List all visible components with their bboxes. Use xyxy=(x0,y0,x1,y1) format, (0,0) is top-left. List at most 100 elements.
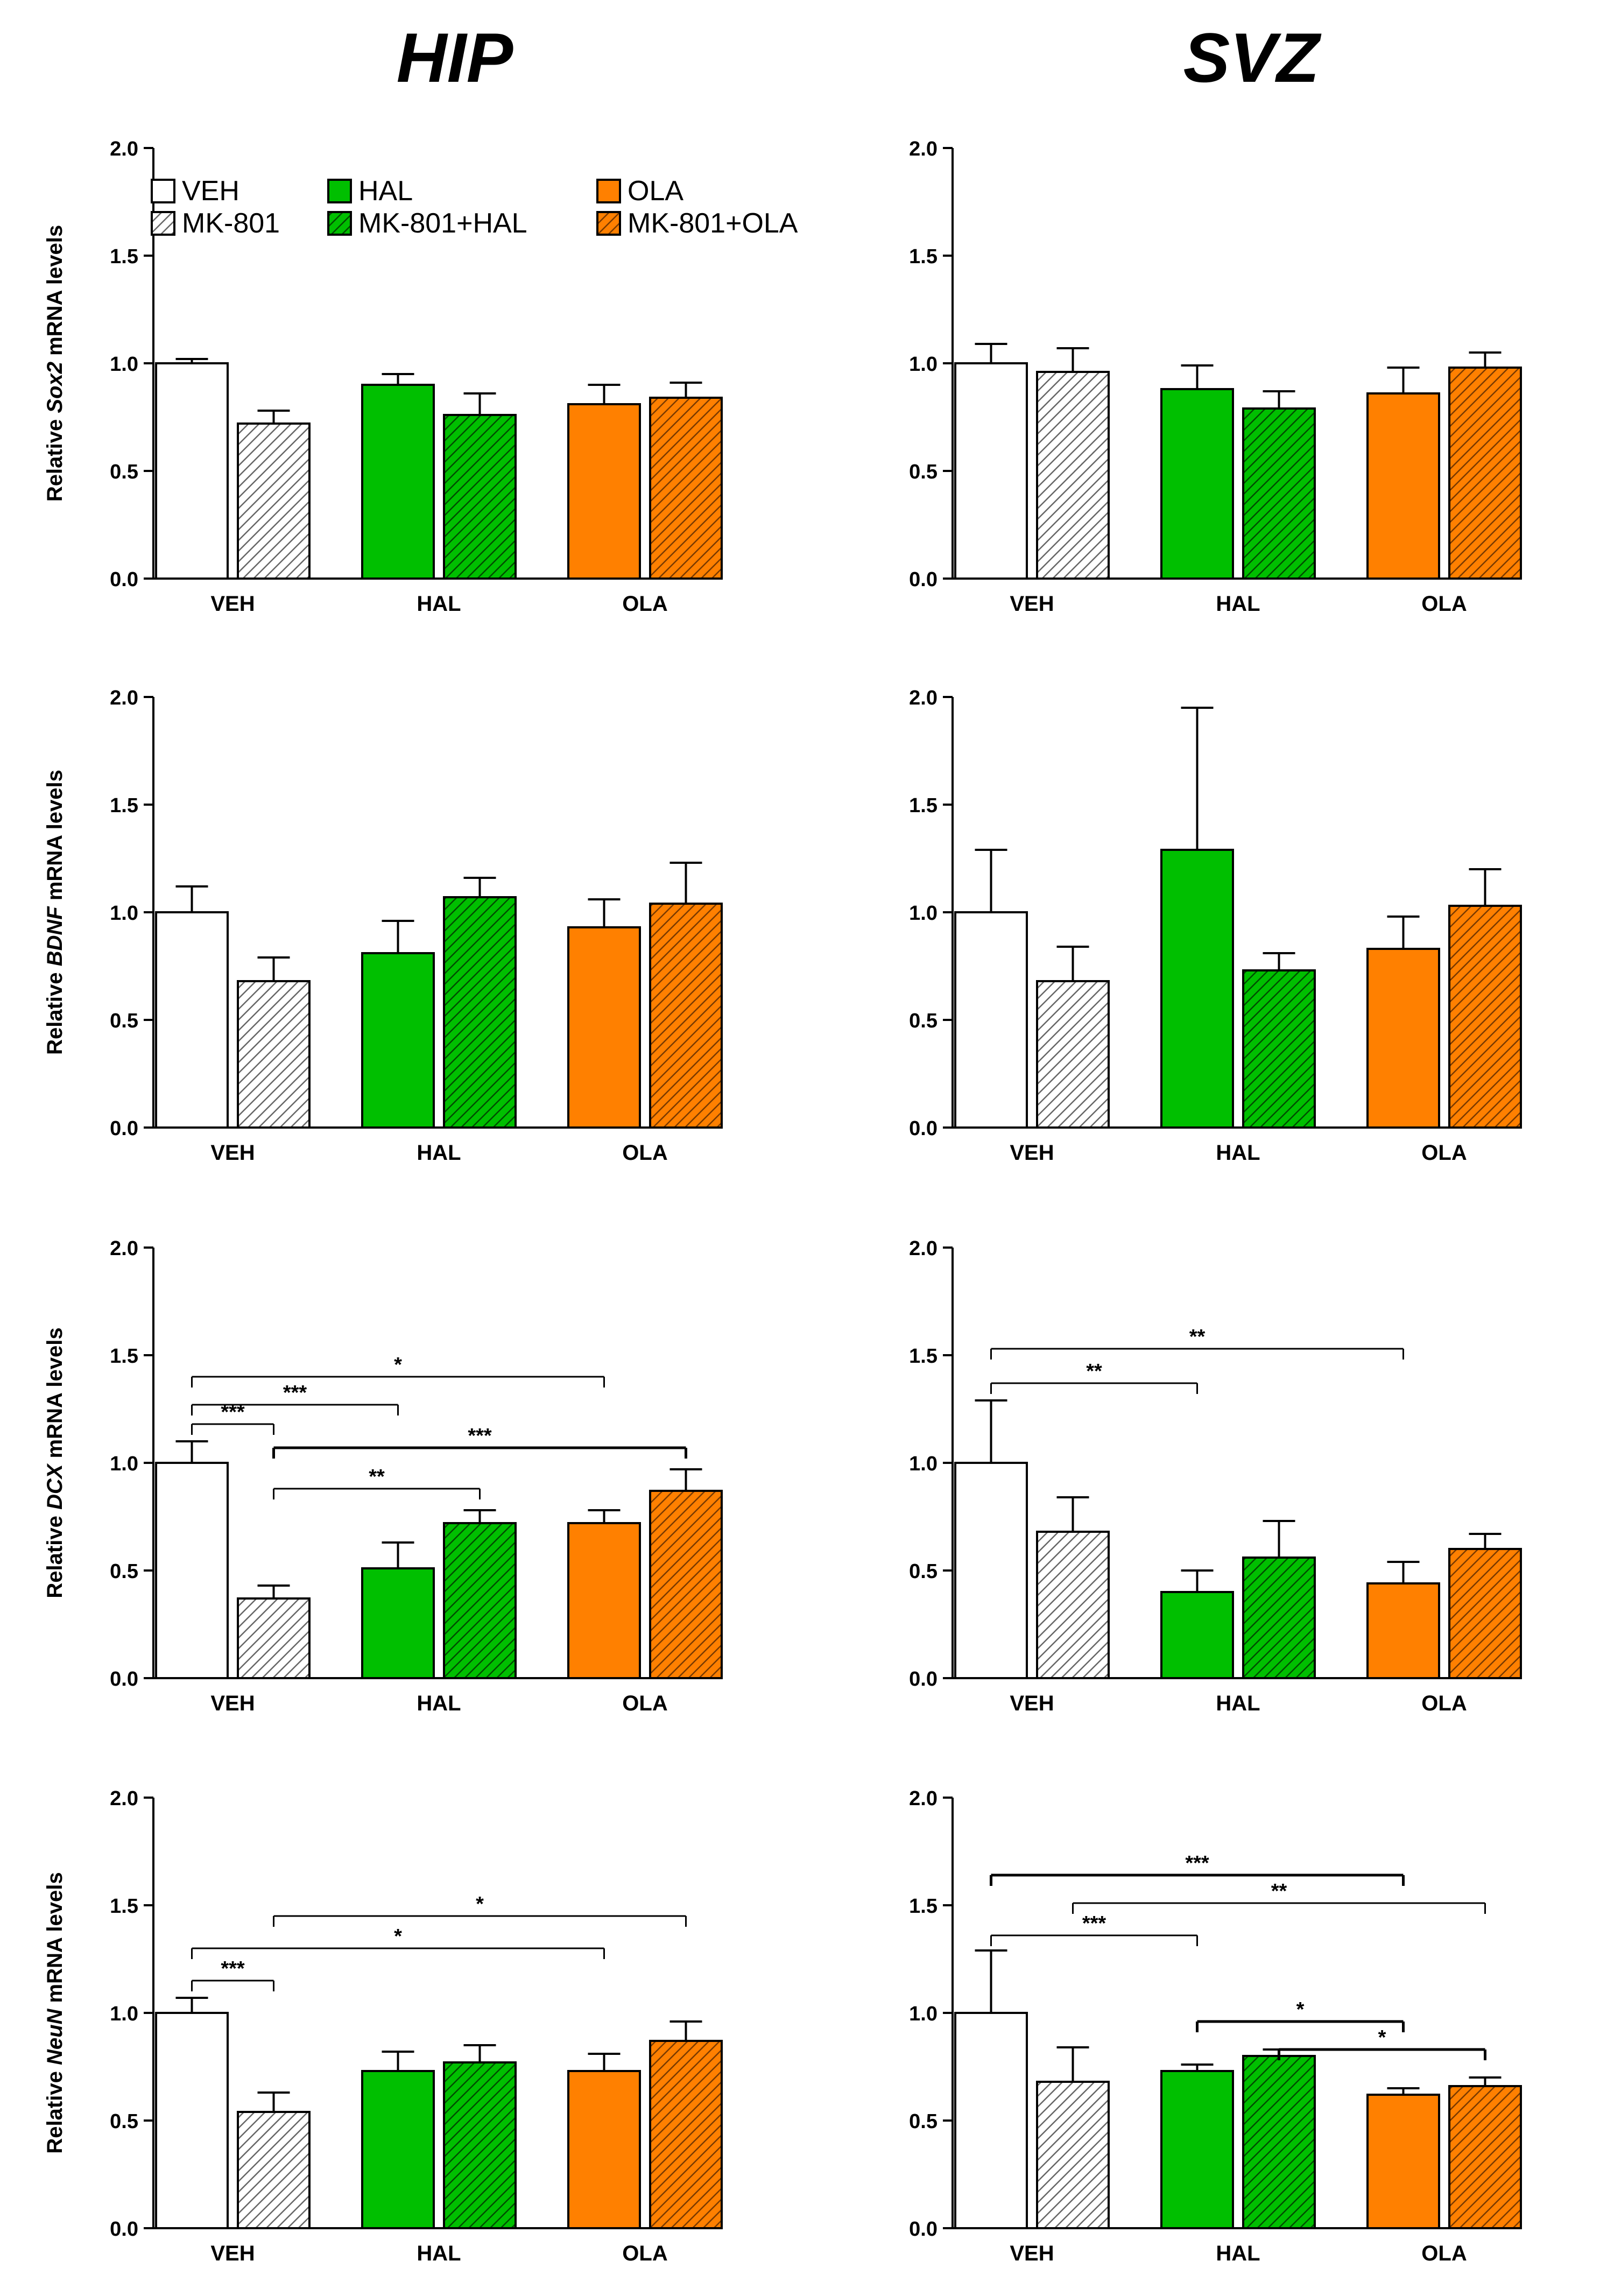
bar-hal xyxy=(1160,1591,1234,1679)
panel-svz-sox2: 0.0 0.5 1.0 1.5 2.0 VEH HAL OLA xyxy=(909,138,1522,616)
y-axis-label-gene: Sox2 xyxy=(43,362,67,413)
x-tick-label: OLA xyxy=(1421,1141,1467,1165)
significance-bracket: * xyxy=(1196,1998,1405,2032)
x-tick-label: OLA xyxy=(1421,592,1467,616)
significance-label: * xyxy=(476,1893,484,1915)
significance-bracket: *** xyxy=(990,1852,1405,1886)
y-tick-label: 0.0 xyxy=(110,2218,138,2241)
y-tick-label: 0.5 xyxy=(110,1560,138,1583)
bar-mhal xyxy=(443,414,517,580)
y-axis-label: Relative NeuN mRNA levels xyxy=(43,1872,67,2153)
legend-label: MK-801+OLA xyxy=(628,208,798,239)
significance-label: ** xyxy=(1086,1360,1102,1383)
significance-bracket: ** xyxy=(990,1326,1404,1360)
significance-label: *** xyxy=(221,1401,245,1424)
bar-veh xyxy=(155,1462,229,1679)
x-tick-label: OLA xyxy=(622,1141,667,1165)
panel-svz-bdnf: 0.0 0.5 1.0 1.5 2.0 VEH HAL OLA xyxy=(909,687,1522,1165)
significance-label: *** xyxy=(283,1382,307,1404)
y-tick-label: 0.5 xyxy=(909,1010,938,1032)
x-tick-label: OLA xyxy=(622,592,667,616)
y-tick-label: 0.0 xyxy=(110,1117,138,1140)
legend-item-mola: MK-801+OLA xyxy=(596,208,798,239)
legend-swatch xyxy=(596,179,621,203)
significance-bracket: * xyxy=(191,1925,605,1959)
x-tick-label: HAL xyxy=(417,592,461,616)
panel-hip-dcx: 0.0 0.5 1.0 1.5 2.0 Relative DCX mRNA levels V… xyxy=(43,1237,723,1715)
x-tick-label: OLA xyxy=(1421,2242,1467,2265)
y-tick-label: 2.0 xyxy=(110,1237,138,1260)
legend-swatch xyxy=(151,211,175,236)
bar-mk xyxy=(237,1597,311,1679)
y-tick-label: 1.0 xyxy=(110,902,138,925)
significance-label: * xyxy=(394,1354,402,1376)
significance-bracket: ** xyxy=(990,1360,1198,1394)
bar-mhal xyxy=(1242,2055,1316,2229)
significance-label: * xyxy=(1378,2026,1386,2049)
bar-mk xyxy=(1036,2081,1110,2229)
significance-label: *** xyxy=(468,1425,492,1447)
y-tick-label: 1.5 xyxy=(110,794,138,817)
y-tick-label: 2.0 xyxy=(909,138,938,160)
legend-label: VEH xyxy=(182,175,239,207)
bar-hal xyxy=(1160,2070,1234,2229)
y-tick-label: 2.0 xyxy=(110,138,138,160)
legend-item-hal: HAL xyxy=(327,175,413,207)
bar-mk xyxy=(1036,371,1110,580)
panel-svz-dcx: 0.0 0.5 1.0 1.5 2.0 VEH HAL OLA ** ** xyxy=(909,1237,1522,1715)
y-axis-label-post: mRNA levels xyxy=(43,1327,67,1464)
y-tick-label: 1.0 xyxy=(110,353,138,376)
bar-mola xyxy=(649,397,723,580)
y-axis-label-gene: NeuN xyxy=(43,2008,67,2065)
y-axis-label-pre: Relative xyxy=(43,2065,67,2154)
x-tick-label: VEH xyxy=(1010,592,1054,616)
y-tick-label: 2.0 xyxy=(909,1787,938,1810)
y-tick-label: 1.5 xyxy=(909,1345,938,1368)
x-tick-label: OLA xyxy=(1421,1692,1467,1715)
bar-veh xyxy=(954,2012,1028,2229)
y-tick-label: 0.0 xyxy=(110,1668,138,1691)
bar-hal xyxy=(1160,849,1234,1129)
bar-mk xyxy=(1036,980,1110,1129)
bar-mola xyxy=(1448,367,1522,580)
bar-mhal xyxy=(1242,1557,1316,1679)
bar-mhal xyxy=(1242,969,1316,1129)
y-tick-label: 0.0 xyxy=(909,1668,938,1691)
y-axis-label-post: mRNA levels xyxy=(43,1872,67,2009)
bar-hal xyxy=(361,952,435,1129)
significance-label: *** xyxy=(221,1957,245,1980)
y-axis-label: Relative Sox2 mRNA levels xyxy=(43,225,67,502)
y-tick-label: 0.5 xyxy=(909,2110,938,2133)
panels: 0.0 0.5 1.0 1.5 2.0 Relative Sox2 mRNA levels… xyxy=(43,138,1522,2265)
y-tick-label: 2.0 xyxy=(110,1787,138,1810)
bar-mk xyxy=(237,980,311,1129)
x-tick-label: HAL xyxy=(1216,592,1260,616)
legend-item-veh: VEH xyxy=(151,175,239,207)
significance-label: * xyxy=(394,1925,402,1948)
bar-hal xyxy=(361,2070,435,2229)
bar-veh xyxy=(155,2012,229,2229)
y-tick-label: 1.5 xyxy=(909,794,938,817)
significance-bracket: *** xyxy=(191,1401,274,1435)
y-tick-label: 1.0 xyxy=(909,2003,938,2025)
x-tick-label: HAL xyxy=(1216,1692,1260,1715)
y-tick-label: 1.5 xyxy=(909,1895,938,1918)
y-tick-label: 0.0 xyxy=(909,568,938,591)
y-tick-label: 0.5 xyxy=(110,461,138,483)
legend-label: HAL xyxy=(358,175,413,207)
significance-bracket: * xyxy=(1278,2026,1486,2060)
legend-swatch xyxy=(596,211,621,236)
bar-mola xyxy=(1448,1548,1522,1679)
bar-hal xyxy=(1160,388,1234,580)
significance-bracket: * xyxy=(273,1893,687,1927)
significance-label: *** xyxy=(1185,1852,1209,1875)
y-axis-label-post: mRNA levels xyxy=(43,770,67,906)
x-tick-label: VEH xyxy=(210,1692,255,1715)
x-tick-label: VEH xyxy=(1010,1141,1054,1165)
panel-hip-neun: 0.0 0.5 1.0 1.5 2.0 Relative NeuN mRNA levels… xyxy=(43,1787,723,2265)
bar-mhal xyxy=(443,896,517,1129)
y-axis-label-pre: Relative xyxy=(43,413,67,502)
y-tick-label: 1.0 xyxy=(909,902,938,925)
